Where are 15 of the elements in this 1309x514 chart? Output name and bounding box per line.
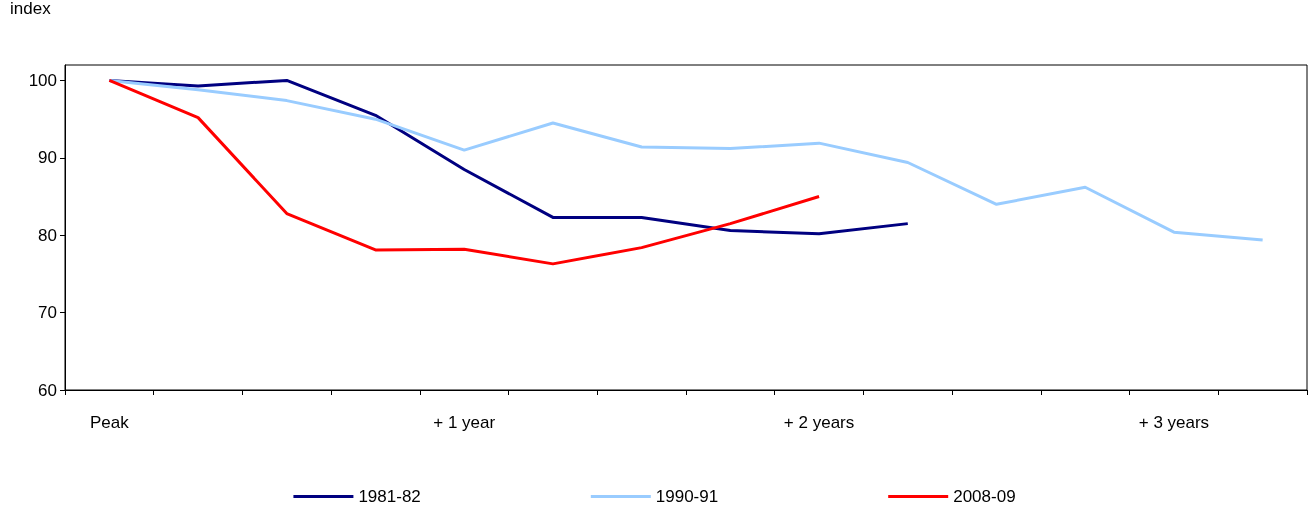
y-tick-label: 90 [38, 148, 57, 168]
x-tick-label: + 3 years [1138, 413, 1210, 432]
y-tick-label: 80 [38, 225, 57, 245]
y-axis-title: index [10, 0, 52, 18]
legend-label: 2008-09 [953, 487, 1016, 506]
y-tick-label: 60 [38, 380, 57, 400]
line-series [107, 78, 1265, 242]
x-tick-label: Peak [89, 413, 130, 432]
y-tick-label: 100 [28, 70, 57, 90]
legend-label: 1990-91 [655, 487, 719, 506]
x-tick-label: + 1 year [433, 413, 496, 432]
legend-label: 1981-82 [358, 487, 421, 506]
y-tick-label: 70 [38, 303, 57, 323]
line-series [107, 78, 821, 266]
x-tick-label: + 2 years [783, 413, 855, 432]
